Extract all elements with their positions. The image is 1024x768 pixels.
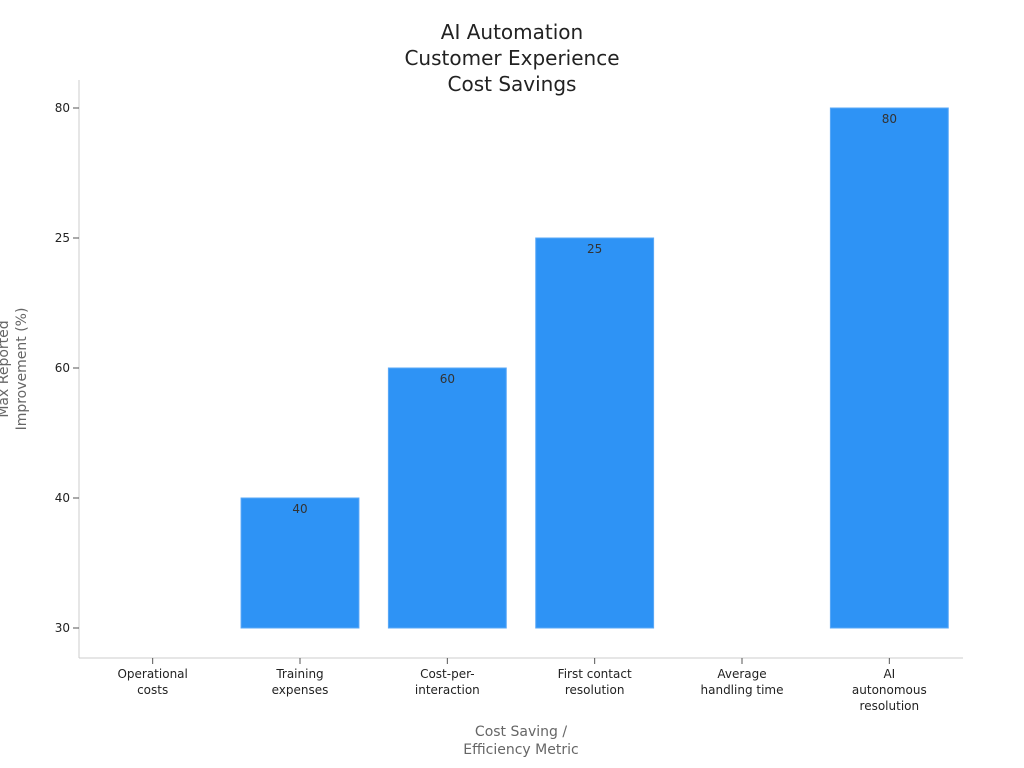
x-tick-label: First contact resolution [558,667,632,697]
x-tick-label: AI autonomous resolution [852,667,927,713]
x-axis-label: Cost Saving / Efficiency Metric [463,724,578,758]
y-tick-label: 25 [55,231,70,245]
bar [829,107,949,629]
data-label: 40 [292,502,307,516]
data-label: 60 [440,372,455,386]
y-tick-label: 30 [55,621,70,635]
chart-title: AI Automation Customer Experience Cost Sav… [404,20,619,96]
bar [535,237,655,629]
y-tick-label: 40 [55,491,70,505]
bar [387,367,507,629]
y-tick-label: 60 [55,361,70,375]
x-tick-label: Average handling time [701,667,784,697]
x-tick-label: Training expenses [272,667,329,697]
x-tick-label: Cost-per-interaction [415,667,480,697]
data-label: 80 [882,112,897,126]
y-tick-label: 80 [55,101,70,115]
y-axis-label: Max Reported Improvement (%) [0,308,30,431]
bar [240,497,360,629]
data-label: 25 [587,242,602,256]
x-tick-label: Operational costs [117,667,187,697]
